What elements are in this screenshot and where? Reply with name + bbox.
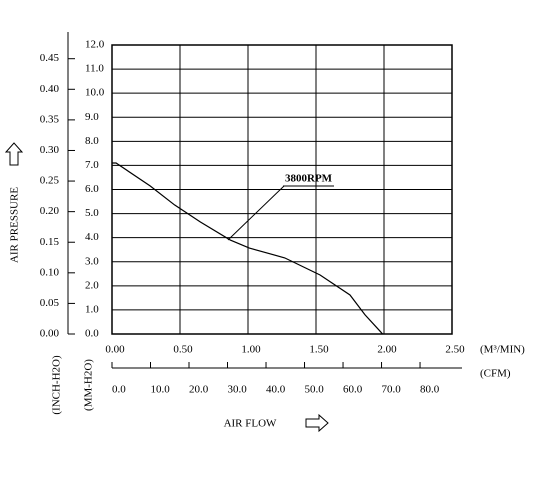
x2-tick-label: 50.0	[305, 384, 325, 396]
x2-tick-label: 60.0	[343, 384, 363, 396]
y2-tick-label: 0.40	[40, 83, 60, 95]
y-tick-label: 5.0	[85, 207, 99, 219]
y-tick-label: 6.0	[85, 183, 99, 195]
y2-tick-label: 0.35	[40, 113, 60, 125]
x2-tick-label: 80.0	[420, 384, 440, 396]
y-tick-label: 0.0	[85, 328, 99, 340]
x-axis-label: AIR FLOW	[224, 418, 277, 430]
x2-tick-label: 0.0	[112, 384, 126, 396]
arrow-up	[4, 142, 24, 166]
curve-label: 3800RPM	[285, 173, 333, 185]
y2-tick-label: 0.15	[40, 236, 60, 248]
y2-tick-label: 0.45	[40, 52, 60, 64]
y-tick-label: 8.0	[85, 135, 99, 147]
y-tick-label: 4.0	[85, 231, 99, 243]
y2-tick-label: 0.25	[40, 175, 60, 187]
y-axis-label: AIR PRESSURE	[9, 187, 21, 263]
y-tick-label: 2.0	[85, 279, 99, 291]
x-tick-label: 1.50	[309, 344, 329, 356]
plot-frame	[111, 44, 453, 335]
y2-tick-label: 0.05	[40, 297, 60, 309]
x2-tick-label: 30.0	[228, 384, 248, 396]
x2-tick-label: 40.0	[266, 384, 286, 396]
x-tick-label: 2.00	[377, 344, 397, 356]
y-tick-label: 7.0	[85, 159, 99, 171]
y2-tick-label: 0.10	[40, 266, 60, 278]
y-tick-label: 10.0	[85, 87, 105, 99]
y-tick-label: 12.0	[85, 39, 105, 51]
y-unit: (MM-H2O)	[83, 359, 95, 411]
y2-tick-label: 0.20	[40, 205, 60, 217]
x-tick-label: 0.50	[173, 344, 193, 356]
x2-unit: (CFM)	[480, 368, 511, 380]
y2-tick-label: 0.30	[40, 144, 60, 156]
x-tick-label: 2.50	[445, 344, 465, 356]
y-tick-label: 1.0	[85, 303, 99, 315]
y-tick-label: 9.0	[85, 111, 99, 123]
y-tick-label: 11.0	[85, 63, 104, 75]
y2-tick-label: 0.00	[40, 328, 60, 340]
x-tick-label: 1.00	[241, 344, 261, 356]
y2-unit: (INCH-H2O)	[51, 355, 63, 415]
x2-tick-label: 20.0	[189, 384, 209, 396]
x-tick-label: 0.00	[105, 344, 125, 356]
x2-tick-label: 10.0	[151, 384, 171, 396]
curve	[112, 162, 384, 335]
arrow-right	[305, 413, 329, 433]
y-tick-label: 3.0	[85, 255, 99, 267]
leader-line	[227, 185, 285, 241]
x-unit: (M³/MIN)	[480, 344, 525, 356]
x2-tick-label: 70.0	[382, 384, 402, 396]
